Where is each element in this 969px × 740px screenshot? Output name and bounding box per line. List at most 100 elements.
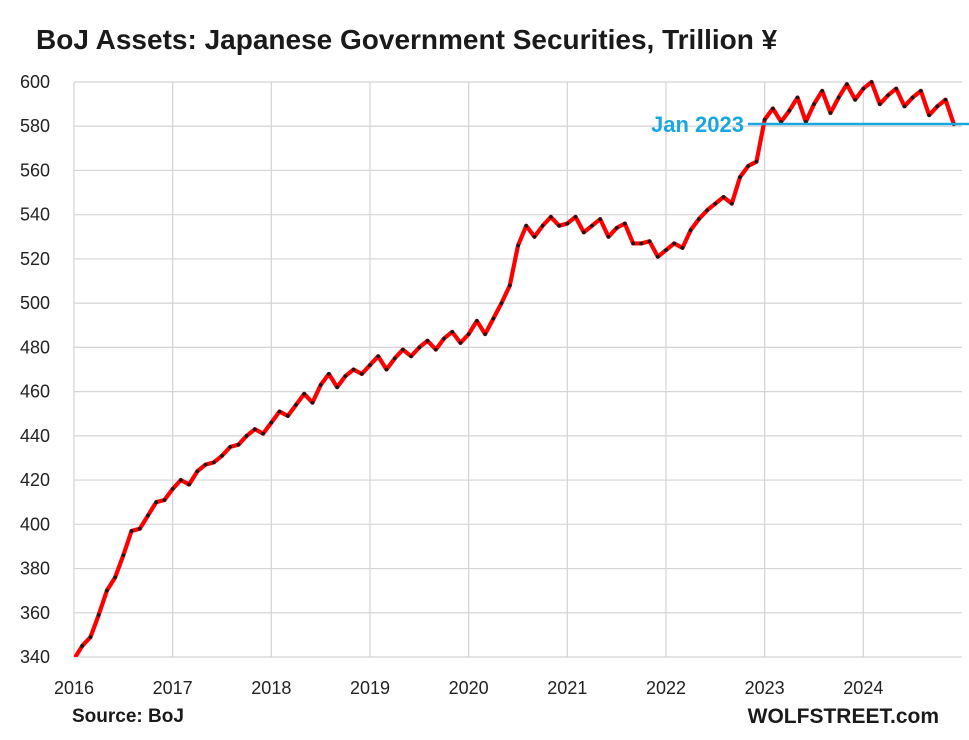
data-point [935, 104, 940, 109]
data-point [96, 613, 101, 617]
y-tick-label: 520 [20, 249, 50, 269]
data-point [639, 241, 644, 246]
data-point [894, 86, 899, 91]
y-tick-label: 480 [20, 337, 50, 357]
data-point [170, 487, 175, 491]
data-point [252, 427, 257, 432]
data-point [803, 119, 808, 124]
data-point [187, 482, 192, 487]
data-point [844, 82, 849, 87]
data-point [236, 442, 241, 447]
data-point [104, 588, 109, 593]
data-point [400, 347, 405, 352]
data-point [335, 385, 340, 390]
data-point [261, 431, 266, 436]
data-point [812, 102, 816, 107]
data-point [877, 102, 882, 107]
x-axis-tick-labels: 2016 2017 2018 2019 2020 2021 2022 2023 2024 [54, 678, 883, 698]
data-point [326, 372, 331, 376]
y-tick-label: 340 [20, 647, 50, 667]
data-point [80, 644, 85, 648]
data-point [269, 420, 274, 425]
data-point [590, 223, 594, 228]
data-point [565, 221, 570, 226]
data-point [285, 414, 290, 418]
data-point [631, 241, 636, 246]
x-tick-label: 2023 [745, 678, 785, 698]
data-point [88, 635, 93, 639]
data-point [137, 526, 142, 531]
x-tick-label: 2024 [843, 678, 883, 698]
data-point [392, 356, 397, 361]
data-point [72, 657, 76, 661]
data-point [721, 195, 726, 199]
reference-label: Jan 2023 [651, 112, 744, 137]
data-point [647, 239, 652, 244]
y-tick-label: 580 [20, 116, 50, 136]
data-point [770, 106, 775, 111]
series-line [74, 79, 956, 657]
data-point [754, 159, 759, 164]
data-point [458, 341, 463, 345]
data-point [409, 354, 414, 359]
data-point [466, 332, 471, 337]
data-point [129, 529, 134, 533]
x-tick-label: 2016 [54, 678, 94, 698]
data-point [162, 498, 167, 502]
data-point [910, 95, 915, 100]
data-point [499, 301, 504, 306]
x-tick-label: 2017 [153, 678, 193, 698]
data-point [902, 104, 907, 109]
grid-lines [73, 81, 962, 658]
data-point [795, 95, 800, 100]
data-point [294, 402, 298, 407]
data-point [738, 175, 742, 179]
data-point [598, 217, 603, 222]
reference-layer: Jan 2023 [651, 112, 969, 137]
data-point [540, 223, 545, 228]
data-point [573, 215, 578, 219]
data-point [507, 283, 512, 288]
brand-label: WOLFSTREET.com [747, 705, 939, 728]
data-point [483, 332, 488, 337]
data-point [113, 575, 118, 580]
data-point [318, 383, 323, 387]
data-point [474, 318, 479, 323]
data-point [746, 164, 751, 168]
data-point [178, 478, 183, 482]
data-point [154, 500, 159, 505]
data-point [121, 553, 126, 558]
data-point [828, 111, 833, 115]
data-point [310, 400, 315, 405]
y-tick-label: 400 [20, 514, 50, 534]
source-note: Source: BoJ [72, 706, 184, 727]
y-tick-label: 560 [20, 160, 50, 180]
data-point [244, 433, 249, 438]
data-point [302, 391, 307, 396]
data-point [688, 228, 693, 233]
data-point [220, 453, 224, 458]
data-point [450, 330, 455, 334]
data-point [425, 338, 430, 343]
series-layer [72, 79, 956, 661]
data-point [376, 354, 381, 359]
data-point [211, 460, 216, 465]
data-point [277, 409, 282, 414]
data-point [433, 347, 438, 352]
data-point [195, 469, 200, 474]
data-point [606, 234, 611, 239]
data-point [729, 201, 734, 206]
y-tick-label: 540 [20, 205, 50, 225]
data-point [779, 119, 784, 124]
data-point [853, 97, 858, 102]
data-point [869, 80, 874, 84]
x-tick-label: 2019 [350, 678, 390, 698]
x-tick-label: 2022 [646, 678, 686, 698]
data-point [532, 234, 537, 239]
data-point [417, 345, 422, 350]
data-point [672, 241, 677, 246]
data-point [384, 367, 389, 372]
data-point [820, 88, 825, 93]
data-point [548, 215, 553, 219]
